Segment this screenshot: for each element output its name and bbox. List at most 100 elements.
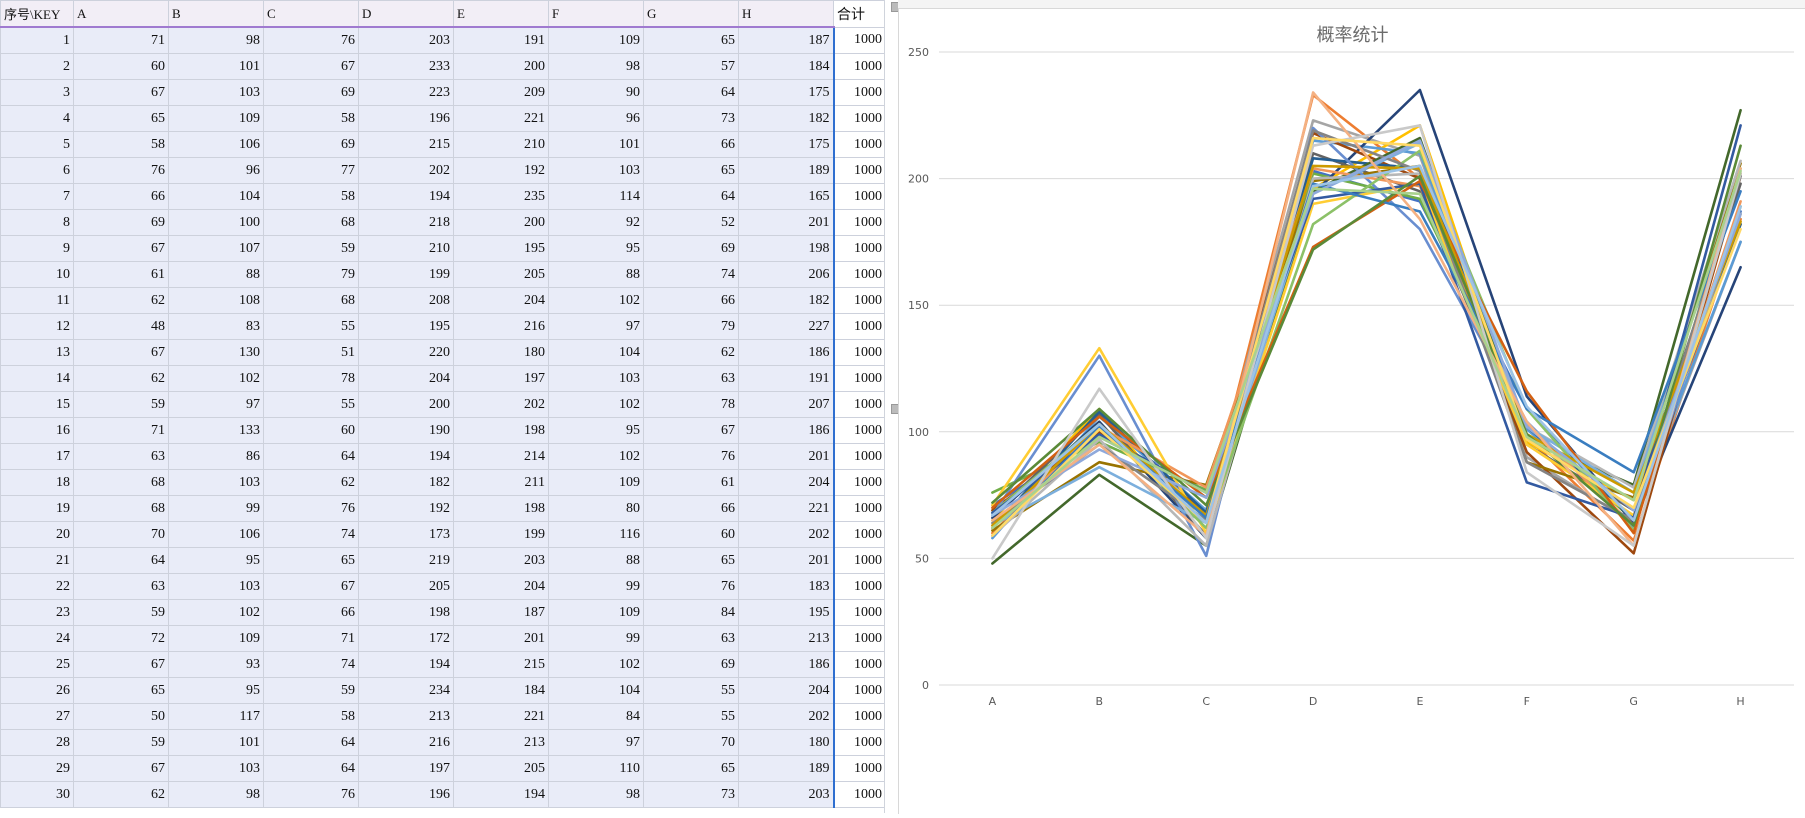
total-cell[interactable]: 1000 [832, 599, 886, 626]
data-cell[interactable]: 99 [548, 625, 644, 652]
data-cell[interactable]: 79 [263, 261, 359, 288]
data-cell[interactable]: 102 [548, 391, 644, 418]
data-cell[interactable]: 59 [73, 599, 169, 626]
data-cell[interactable]: 187 [738, 26, 834, 54]
data-cell[interactable]: 15 [0, 391, 74, 418]
data-cell[interactable]: 62 [73, 287, 169, 314]
data-cell[interactable]: 74 [263, 651, 359, 678]
data-cell[interactable]: 198 [453, 417, 549, 444]
data-cell[interactable]: 17 [0, 443, 74, 470]
data-cell[interactable]: 96 [168, 157, 264, 184]
total-cell[interactable]: 1000 [832, 261, 886, 288]
data-cell[interactable]: 23 [0, 599, 74, 626]
data-cell[interactable]: 65 [643, 547, 739, 574]
data-cell[interactable]: 74 [643, 261, 739, 288]
data-cell[interactable]: 101 [168, 729, 264, 756]
data-cell[interactable]: 68 [73, 495, 169, 522]
data-cell[interactable]: 64 [263, 755, 359, 782]
data-cell[interactable]: 59 [73, 729, 169, 756]
data-cell[interactable]: 76 [263, 495, 359, 522]
total-cell[interactable]: 1000 [832, 53, 886, 80]
data-cell[interactable]: 215 [453, 651, 549, 678]
data-cell[interactable]: 95 [168, 547, 264, 574]
data-cell[interactable]: 67 [73, 235, 169, 262]
data-cell[interactable]: 104 [168, 183, 264, 210]
data-cell[interactable]: 70 [643, 729, 739, 756]
total-cell[interactable]: 1000 [832, 26, 886, 54]
data-cell[interactable]: 102 [168, 599, 264, 626]
data-cell[interactable]: 180 [738, 729, 834, 756]
data-cell[interactable]: 204 [738, 677, 834, 704]
data-cell[interactable]: 216 [453, 313, 549, 340]
data-cell[interactable]: 67 [73, 755, 169, 782]
data-cell[interactable]: 206 [738, 261, 834, 288]
total-cell[interactable]: 1000 [832, 287, 886, 314]
data-cell[interactable]: 106 [168, 131, 264, 158]
data-cell[interactable]: 186 [738, 339, 834, 366]
data-cell[interactable]: 109 [168, 105, 264, 132]
header-cell[interactable]: H [738, 0, 834, 28]
data-cell[interactable]: 210 [358, 235, 454, 262]
data-cell[interactable]: 25 [0, 651, 74, 678]
data-cell[interactable]: 27 [0, 703, 74, 730]
data-cell[interactable]: 196 [358, 105, 454, 132]
data-cell[interactable]: 187 [453, 599, 549, 626]
data-cell[interactable]: 175 [738, 131, 834, 158]
data-cell[interactable]: 72 [73, 625, 169, 652]
data-cell[interactable]: 11 [0, 287, 74, 314]
data-cell[interactable]: 92 [548, 209, 644, 236]
data-cell[interactable]: 107 [168, 235, 264, 262]
data-cell[interactable]: 101 [168, 53, 264, 80]
data-cell[interactable]: 1 [0, 26, 74, 54]
data-cell[interactable]: 200 [358, 391, 454, 418]
data-cell[interactable]: 201 [738, 547, 834, 574]
data-cell[interactable]: 3 [0, 79, 74, 106]
data-cell[interactable]: 165 [738, 183, 834, 210]
data-cell[interactable]: 16 [0, 417, 74, 444]
data-cell[interactable]: 191 [738, 365, 834, 392]
data-cell[interactable]: 109 [548, 469, 644, 496]
data-cell[interactable]: 97 [548, 313, 644, 340]
data-cell[interactable]: 216 [358, 729, 454, 756]
data-cell[interactable]: 66 [73, 183, 169, 210]
header-cell[interactable]: F [548, 0, 644, 28]
total-cell[interactable]: 1000 [832, 547, 886, 574]
data-cell[interactable]: 200 [453, 53, 549, 80]
data-cell[interactable]: 59 [263, 677, 359, 704]
data-cell[interactable]: 63 [643, 625, 739, 652]
data-cell[interactable]: 197 [453, 365, 549, 392]
total-cell[interactable]: 1000 [832, 365, 886, 392]
data-cell[interactable]: 97 [548, 729, 644, 756]
data-cell[interactable]: 198 [453, 495, 549, 522]
data-cell[interactable]: 175 [738, 79, 834, 106]
spreadsheet-grid[interactable]: 序号\KEY A B C D E F G H 合计 1 71 98 76 203 191 109 65 187 100… [0, 0, 890, 813]
total-cell[interactable]: 1000 [832, 703, 886, 730]
data-cell[interactable]: 21 [0, 547, 74, 574]
data-cell[interactable]: 196 [358, 781, 454, 808]
data-cell[interactable]: 63 [643, 365, 739, 392]
data-cell[interactable]: 220 [358, 339, 454, 366]
header-cell[interactable]: A [73, 0, 169, 28]
data-cell[interactable]: 198 [358, 599, 454, 626]
data-cell[interactable]: 68 [73, 469, 169, 496]
data-cell[interactable]: 59 [263, 235, 359, 262]
data-cell[interactable]: 201 [453, 625, 549, 652]
data-cell[interactable]: 109 [548, 26, 644, 54]
data-cell[interactable]: 55 [263, 391, 359, 418]
data-cell[interactable]: 186 [738, 651, 834, 678]
data-cell[interactable]: 88 [548, 547, 644, 574]
data-cell[interactable]: 74 [263, 521, 359, 548]
total-cell[interactable]: 1000 [832, 235, 886, 262]
data-cell[interactable]: 205 [453, 755, 549, 782]
data-cell[interactable]: 14 [0, 365, 74, 392]
data-cell[interactable]: 18 [0, 469, 74, 496]
data-cell[interactable]: 65 [73, 105, 169, 132]
data-cell[interactable]: 2 [0, 53, 74, 80]
data-cell[interactable]: 103 [548, 157, 644, 184]
total-cell[interactable]: 1000 [832, 313, 886, 340]
data-cell[interactable]: 29 [0, 755, 74, 782]
data-cell[interactable]: 70 [73, 521, 169, 548]
line-chart[interactable]: 概率统计 0 50 100 150 200 250 A B C D E F G H [898, 8, 1805, 814]
data-cell[interactable]: 67 [263, 53, 359, 80]
data-cell[interactable]: 63 [73, 573, 169, 600]
